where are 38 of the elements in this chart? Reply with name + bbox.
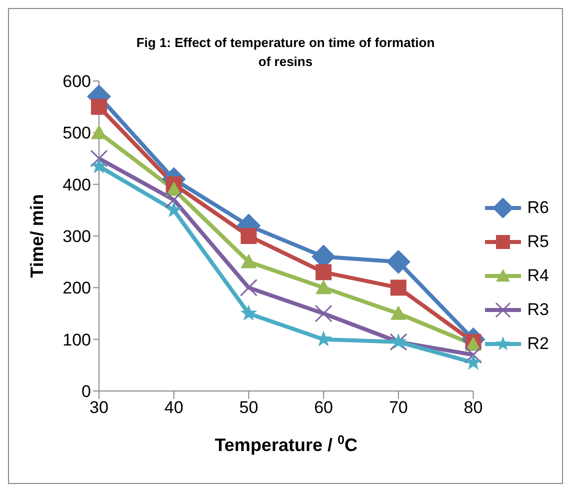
y-tick-label: 0 (82, 382, 91, 402)
point (90, 157, 108, 174)
point (91, 98, 107, 115)
y-axis-title: Time/ min (27, 194, 47, 278)
point (464, 354, 482, 370)
point (240, 254, 257, 268)
x-tick-label: 40 (164, 398, 184, 418)
point (390, 280, 406, 296)
x-tick-label: 50 (239, 398, 258, 418)
x-tick-label: 60 (314, 398, 334, 418)
point (240, 304, 258, 321)
point (314, 304, 332, 322)
x-tick-label: 70 (388, 398, 408, 418)
y-tick-label: 500 (62, 124, 91, 143)
point (240, 228, 257, 244)
legend-label: R2 (527, 334, 549, 354)
point (464, 346, 482, 364)
y-tick-label: 600 (62, 72, 91, 92)
y-tick-label: 300 (62, 227, 91, 246)
point (316, 280, 332, 294)
x-axis-title: Temperature / $^{0}$C (214, 433, 358, 455)
legend-label: R6 (527, 198, 549, 218)
chart-title: Fig 1: Effect of temperature on time of formation of resins (136, 34, 436, 71)
point (386, 250, 410, 274)
point (316, 264, 332, 280)
legend-label: R5 (527, 232, 549, 252)
point (165, 201, 182, 218)
x-tick-label: 30 (90, 398, 108, 418)
point (390, 306, 406, 320)
legend-label: R4 (527, 266, 549, 286)
y-tick-label: 400 (62, 175, 91, 194)
legend-label: R3 (527, 300, 549, 320)
point (240, 278, 258, 296)
y-tick-label: 100 (62, 330, 91, 350)
point (165, 191, 183, 209)
point (90, 150, 108, 168)
y-tick-label: 200 (62, 278, 91, 298)
x-tick-label: 80 (464, 398, 483, 418)
